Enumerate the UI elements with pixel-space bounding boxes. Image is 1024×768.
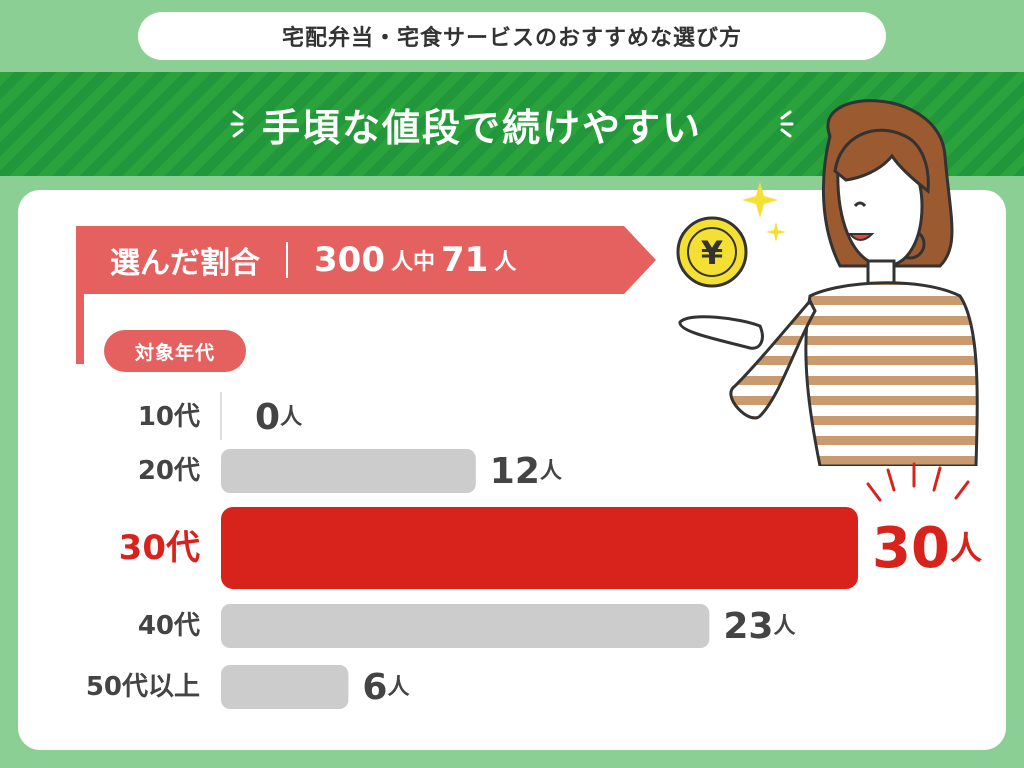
woman-with-coin-illustration: ¥ — [676, 99, 979, 466]
bar — [221, 449, 476, 493]
summary-total-unit: 人中 — [390, 250, 435, 275]
summary-selected-unit: 人 — [494, 250, 517, 275]
emphasis-ray — [866, 482, 882, 502]
headline-text: 手頃な値段で続けやすい — [261, 105, 702, 150]
svg-text:¥: ¥ — [701, 234, 723, 272]
summary-total: 300 — [314, 240, 385, 280]
ribbon-pole — [76, 226, 84, 364]
value-label: 12人 — [490, 451, 562, 492]
ribbon-divider — [286, 242, 288, 278]
sparkle-left-icon — [230, 110, 244, 138]
category-label: 50代以上 — [86, 672, 200, 702]
page-title: 宅配弁当・宅食サービスのおすすめな選び方 — [138, 12, 886, 60]
value-label: 0人 — [255, 397, 302, 438]
category-label: 30代 — [119, 528, 200, 568]
category-label: 40代 — [138, 611, 200, 641]
category-label: 10代 — [138, 402, 200, 432]
bar — [221, 604, 710, 648]
summary-label: 選んだ割合 — [110, 246, 260, 281]
bar — [221, 507, 858, 589]
category-label: 20代 — [138, 456, 200, 486]
emphasis-ray — [954, 480, 970, 500]
value-label: 6人 — [362, 667, 409, 708]
summary-ribbon: 選んだ割合 300 人中 71 人 — [84, 226, 656, 294]
value-label: 30人 — [872, 516, 982, 581]
summary-selected: 71 — [441, 240, 489, 280]
sparkle-right-icon — [780, 110, 794, 138]
age-group-chip: 対象年代 — [104, 330, 246, 372]
value-label: 23人 — [723, 606, 795, 647]
emphasis-ray — [886, 468, 896, 492]
emphasis-ray — [932, 466, 942, 492]
bar — [221, 665, 349, 709]
